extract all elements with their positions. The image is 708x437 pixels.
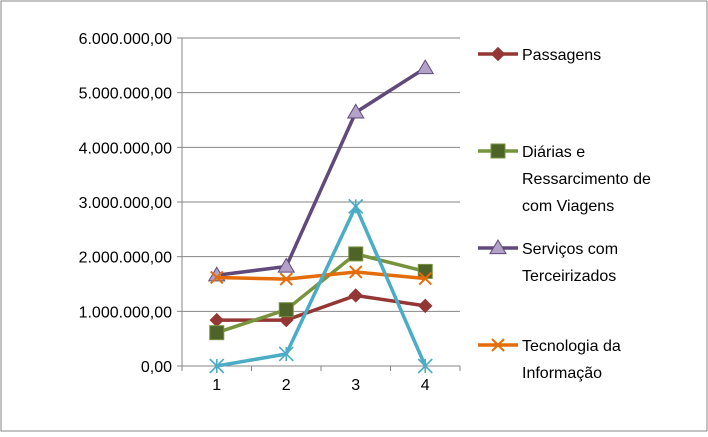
legend-entry-3: Serviços com Terceirizados [478, 239, 618, 285]
data-point [491, 338, 505, 352]
legend-label: com Viagens [522, 198, 614, 215]
legend-entry-4: Tecnologia da Informação [478, 338, 621, 382]
series-4 [210, 265, 432, 286]
legend-label: Ressarcimento de [522, 171, 651, 188]
data-point [416, 59, 435, 75]
data-point [417, 358, 433, 374]
data-point [418, 298, 433, 314]
data-point [418, 271, 432, 286]
data-point [348, 246, 364, 262]
series-5 [209, 198, 433, 374]
data-point [209, 325, 225, 341]
data-point [279, 272, 293, 286]
legend: Passagens Diárias e Ressarcimento de com Vi… [478, 46, 651, 382]
y-tick-label: 4.000.000,00 [79, 140, 173, 157]
data-point [349, 265, 363, 279]
data-point [277, 257, 296, 273]
legend-entry-1: Passagens [478, 46, 601, 64]
x-tick-label: 4 [421, 377, 430, 394]
axes: 0,00 1.000.000,00 2.000.000,00 3.000.000,00… [79, 31, 461, 394]
x-tick-label: 2 [282, 377, 291, 394]
series-layer [207, 59, 435, 374]
legend-label: Serviços com [522, 241, 618, 258]
y-tick-label: 0,00 [141, 359, 172, 376]
y-tick-label: 6.000.000,00 [79, 31, 173, 48]
series-line [216, 204, 427, 368]
series-line [216, 270, 426, 281]
data-point [490, 46, 506, 62]
data-point [209, 358, 225, 374]
legend-label: Terceirizados [522, 268, 616, 285]
x-tick-label: 1 [212, 377, 221, 394]
legend-label: Passagens [522, 47, 601, 64]
series-line [216, 66, 427, 277]
data-point [278, 302, 294, 318]
legend-entry-2: Diárias e Ressarcimento de com Viagens [478, 143, 651, 215]
legend-label: Diárias e [522, 144, 585, 161]
legend-label: Tecnologia da [522, 338, 621, 355]
y-tick-label: 1.000.000,00 [79, 304, 173, 321]
data-point [210, 270, 224, 285]
data-point [489, 239, 507, 255]
x-tick-label: 3 [351, 377, 360, 394]
data-point [346, 103, 365, 119]
y-tick-label: 3.000.000,00 [79, 195, 173, 212]
data-point [278, 346, 294, 362]
data-point [490, 143, 506, 159]
data-point [348, 198, 364, 214]
data-point [348, 288, 363, 303]
gridlines [182, 37, 460, 312]
y-tick-label: 5.000.000,00 [79, 86, 173, 103]
y-tick-label: 2.000.000,00 [79, 250, 173, 267]
legend-label: Informação [522, 365, 602, 382]
